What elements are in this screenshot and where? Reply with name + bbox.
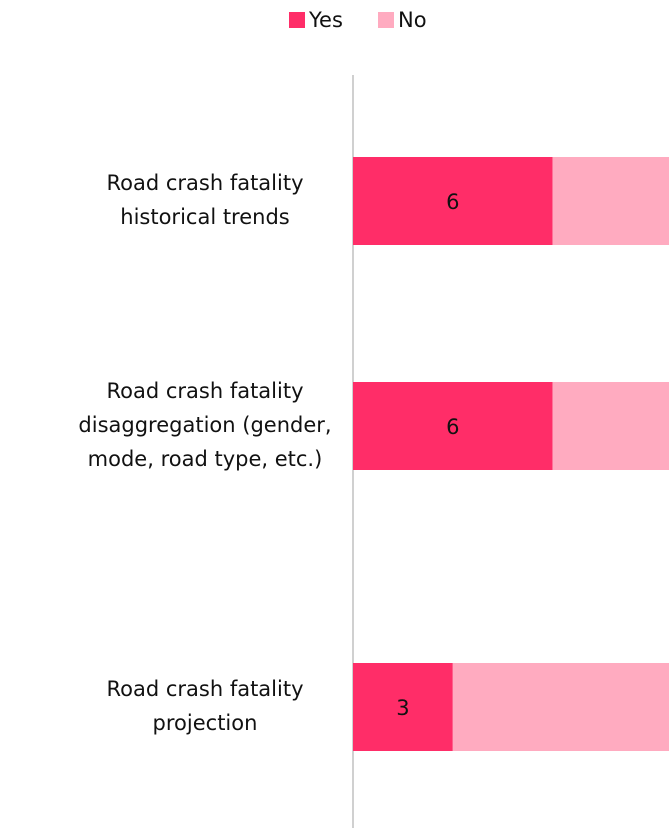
category-label: Road crash fatality [106, 171, 303, 195]
data-label: 3 [396, 696, 409, 720]
data-label: 6 [446, 415, 459, 439]
category-label: projection [153, 711, 258, 735]
category-label: disaggregation (gender, [78, 413, 331, 437]
category-label: historical trends [120, 205, 289, 229]
bar-segment [452, 663, 669, 751]
data-label: 6 [446, 190, 459, 214]
bar-segment [552, 157, 669, 245]
legend-label: Yes [308, 8, 343, 32]
legend-swatch [289, 12, 305, 28]
bar-segment [353, 663, 453, 751]
bar-segment [353, 382, 553, 470]
category-label: mode, road type, etc.) [88, 447, 323, 471]
category-label: Road crash fatality [106, 677, 303, 701]
legend-swatch [378, 12, 394, 28]
bar-segment [552, 382, 669, 470]
legend-label: No [398, 8, 427, 32]
bar-segment [353, 157, 553, 245]
category-label: Road crash fatality [106, 379, 303, 403]
